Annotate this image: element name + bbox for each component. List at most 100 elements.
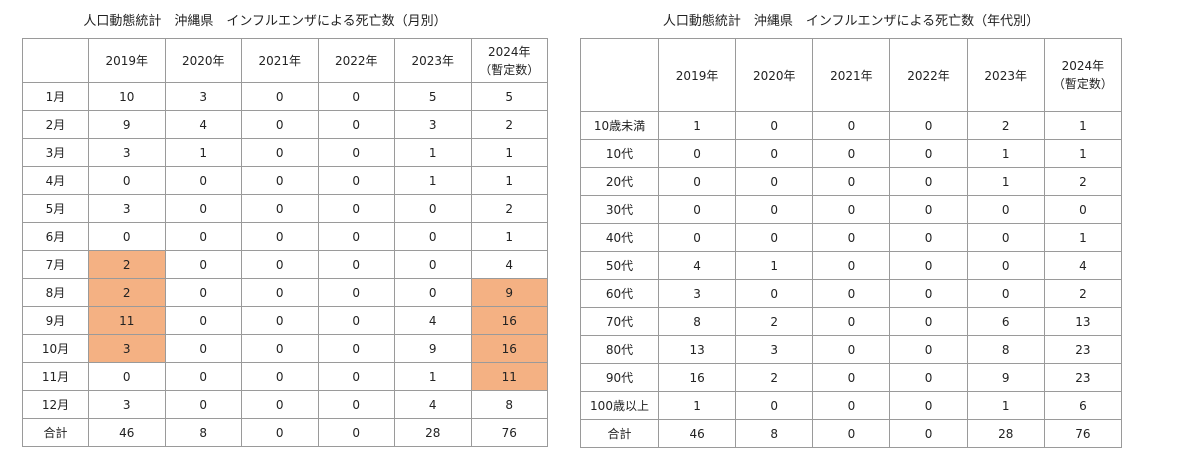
data-cell: 0 [812,419,891,448]
header-2024-year: 2024年 [1061,59,1105,73]
data-cell: 3 [657,279,737,308]
data-cell: 0 [88,166,166,195]
data-cell: 1 [1043,223,1123,252]
data-cell: 0 [657,139,737,168]
data-cell: 3 [88,334,166,363]
monthly-deaths-panel: 人口動態統計 沖縄県 インフルエンザによる死亡数（月別） 2019年 2020年… [22,0,548,447]
data-cell: 0 [241,362,319,391]
data-cell: 0 [164,222,242,251]
data-cell: 1 [470,166,548,195]
data-cell: 16 [657,363,737,392]
table-row: 合計 46 8 0 0 28 76 [22,418,548,447]
data-cell: 0 [812,167,891,196]
data-cell: 3 [164,82,242,111]
data-cell: 9 [966,363,1045,392]
row-label: 10月 [22,334,89,363]
data-cell: 0 [735,195,814,224]
row-label: 合計 [22,418,89,447]
data-cell: 0 [241,250,319,279]
row-label: 3月 [22,138,89,167]
data-cell: 0 [966,195,1045,224]
age-group-deaths-table: 2019年 2020年 2021年 2022年 2023年 2024年 （暫定数… [580,38,1123,448]
header-2019: 2019年 [657,38,737,112]
table-row: 2月 9 4 0 0 3 2 [22,110,548,139]
data-cell: 2 [735,363,814,392]
table-row: 5月 3 0 0 0 0 2 [22,194,548,223]
data-cell: 4 [470,250,548,279]
data-cell: 8 [470,390,548,419]
data-cell: 4 [657,251,737,280]
data-cell: 0 [241,82,319,111]
data-cell: 28 [394,418,472,447]
data-cell: 8 [164,418,242,447]
data-cell: 0 [317,110,395,139]
header-2024: 2024年 （暫定数） [470,38,548,83]
data-cell: 0 [812,195,891,224]
header-2019: 2019年 [88,38,166,83]
header-2023: 2023年 [394,38,472,83]
data-cell: 0 [317,138,395,167]
row-label: 10代 [580,139,659,168]
data-cell: 8 [966,335,1045,364]
data-cell: 0 [657,223,737,252]
data-cell: 0 [966,251,1045,280]
data-cell: 0 [241,306,319,335]
data-cell: 0 [317,362,395,391]
data-cell: 6 [1043,391,1123,420]
data-cell: 2 [470,110,548,139]
table-row: 7月 2 0 0 0 0 4 [22,250,548,279]
table-row: 50代 4 1 0 0 0 4 [580,251,1123,280]
data-cell: 0 [317,390,395,419]
data-cell: 2 [88,278,166,307]
data-cell: 1 [657,391,737,420]
data-cell: 0 [735,391,814,420]
data-cell: 1 [1043,139,1123,168]
data-cell: 1 [966,391,1045,420]
data-cell: 23 [1043,363,1123,392]
row-label: 50代 [580,251,659,280]
data-cell: 4 [1043,251,1123,280]
row-label: 40代 [580,223,659,252]
data-cell: 3 [735,335,814,364]
table-row: 10月 3 0 0 0 9 16 [22,334,548,363]
table-row: 10代 0 0 0 0 1 1 [580,139,1123,168]
data-cell: 9 [470,278,548,307]
data-cell: 6 [966,307,1045,336]
data-cell: 0 [317,250,395,279]
data-cell: 0 [812,391,891,420]
row-label: 9月 [22,306,89,335]
data-cell: 1 [394,138,472,167]
data-cell: 2 [1043,279,1123,308]
header-2024-provisional: （暫定数） [1052,77,1113,91]
data-cell: 0 [317,166,395,195]
row-label: 6月 [22,222,89,251]
table-row: 11月 0 0 0 0 1 11 [22,362,548,391]
age-group-deaths-panel: 人口動態統計 沖縄県 インフルエンザによる死亡数（年代別） 2019年 2020… [580,0,1123,448]
data-cell: 0 [88,222,166,251]
data-cell: 0 [889,307,968,336]
row-label: 20代 [580,167,659,196]
table-row: 100歳以上 1 0 0 0 1 6 [580,391,1123,420]
data-cell: 16 [470,306,548,335]
data-cell: 0 [317,222,395,251]
data-cell: 8 [735,419,814,448]
age-table-title: 人口動態統計 沖縄県 インフルエンザによる死亡数（年代別） [662,14,1040,29]
data-cell: 0 [812,335,891,364]
table-row: 40代 0 0 0 0 0 1 [580,223,1123,252]
table-row: 30代 0 0 0 0 0 0 [580,195,1123,224]
data-cell: 0 [241,222,319,251]
data-cell: 0 [317,82,395,111]
data-cell: 0 [317,306,395,335]
data-cell: 5 [394,82,472,111]
data-cell: 16 [470,334,548,363]
data-cell: 0 [164,194,242,223]
table-row: 合計 46 8 0 0 28 76 [580,419,1123,448]
data-cell: 0 [812,251,891,280]
data-cell: 2 [1043,167,1123,196]
table-row: 80代 13 3 0 0 8 23 [580,335,1123,364]
table-row: 9月 11 0 0 0 4 16 [22,306,548,335]
data-cell: 0 [889,251,968,280]
header-2020: 2020年 [164,38,242,83]
table-row: 12月 3 0 0 0 4 8 [22,390,548,419]
data-cell: 13 [657,335,737,364]
